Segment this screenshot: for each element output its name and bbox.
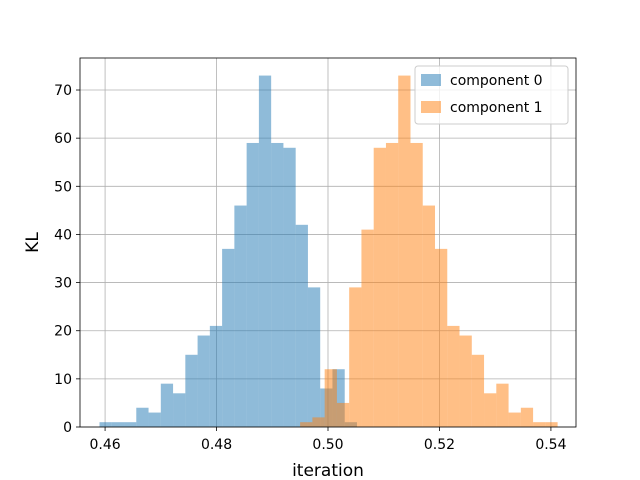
y-tick-label: 20: [54, 324, 72, 340]
histogram-bar-series-0: [160, 383, 174, 427]
legend-swatch: [421, 101, 441, 113]
x-tick-label: 0.50: [312, 437, 343, 453]
y-tick-label: 70: [54, 83, 72, 99]
legend: component 0 component 1: [414, 65, 569, 125]
legend-box: [414, 65, 569, 125]
histogram-bar-series-1: [385, 142, 399, 427]
histogram-bar-series-1: [496, 383, 509, 427]
histogram-bars: [99, 75, 558, 428]
y-axis-label: KL: [23, 232, 43, 253]
histogram-bar-series-0: [283, 147, 296, 427]
histogram-bar-series-1: [533, 422, 546, 427]
histogram-bar-series-0: [271, 142, 284, 427]
y-tick-label: 10: [54, 372, 72, 388]
x-tick-label: 0.48: [201, 437, 232, 453]
y-tick-label: 0: [63, 420, 72, 436]
legend-label: component 1: [450, 100, 543, 116]
histogram-bar-series-0: [295, 224, 308, 427]
legend-swatch: [421, 74, 441, 86]
histogram-bar-series-0: [173, 393, 186, 427]
histogram-bar-series-1: [361, 229, 374, 427]
histogram-bar-series-0: [148, 412, 161, 427]
histogram-bar-series-1: [349, 287, 362, 427]
histogram-bar-series-1: [312, 417, 325, 427]
y-tick-label: 40: [54, 227, 72, 243]
x-tick-label: 0.52: [424, 437, 455, 453]
histogram-bar-series-1: [545, 422, 558, 427]
histogram-bar-series-1: [520, 407, 534, 427]
histogram-bar-series-1: [398, 75, 411, 428]
histogram-bar-series-0: [246, 142, 259, 427]
axes: [76, 57, 577, 431]
histogram-bar-series-0: [185, 354, 198, 427]
histogram-bar-series-1: [336, 402, 350, 427]
histogram-bar-series-0: [111, 422, 125, 427]
y-tick-label: 60: [54, 131, 72, 147]
histogram-bar-series-1: [484, 393, 497, 427]
histogram-bar-series-1: [459, 335, 472, 427]
histogram-bar-series-0: [234, 205, 247, 427]
histogram-bar-series-0: [222, 248, 235, 427]
x-tick-label: 0.46: [89, 437, 120, 453]
histogram-bar-series-0: [197, 335, 210, 427]
histogram-bar-series-1: [324, 369, 337, 427]
histogram-bar-series-1: [410, 142, 423, 427]
histogram-bar-series-1: [300, 422, 313, 427]
histogram-bar-series-1: [471, 354, 485, 427]
histogram-bar-series-0: [209, 325, 223, 427]
tick-labels: 0.46 0.48 0.50 0.52 0.54 0 10 20 30 40 50 60 70: [54, 83, 566, 453]
histogram-bar-series-0: [99, 422, 112, 427]
histogram-bar-series-0: [136, 407, 149, 427]
histogram-bar-series-0: [124, 422, 137, 427]
histogram-bar-series-1: [373, 147, 386, 427]
histogram-bar-series-0: [307, 287, 321, 427]
y-tick-label: 50: [54, 179, 72, 195]
legend-label: component 0: [450, 73, 543, 89]
x-axis-label: iteration: [292, 461, 364, 480]
y-tick-label: 30: [54, 276, 72, 292]
x-tick-label: 0.54: [535, 437, 566, 453]
histogram-bar-series-1: [447, 325, 460, 427]
histogram-bar-series-1: [422, 205, 436, 427]
histogram-bar-series-1: [508, 412, 521, 427]
histogram-bar-series-0: [258, 75, 272, 428]
histogram-bar-series-1: [435, 248, 448, 427]
